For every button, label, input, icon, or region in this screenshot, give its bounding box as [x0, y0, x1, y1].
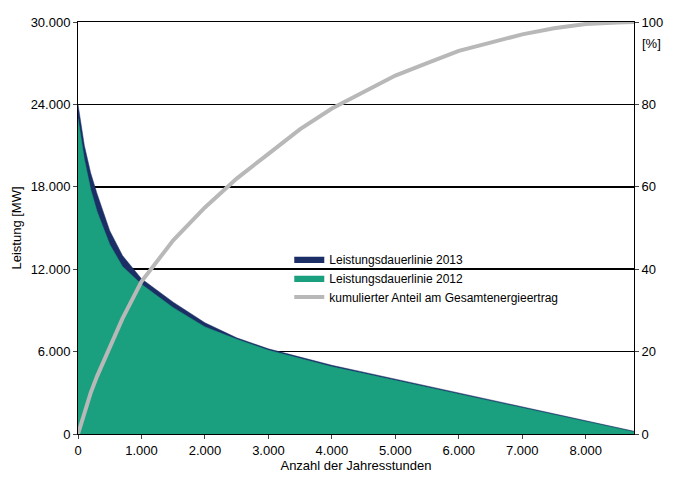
- svg-text:8.000: 8.000: [569, 443, 602, 458]
- svg-text:5.000: 5.000: [379, 443, 412, 458]
- svg-text:12.000: 12.000: [31, 262, 71, 277]
- svg-text:0: 0: [642, 427, 649, 442]
- svg-text:Leistung [MW]: Leistung [MW]: [9, 186, 24, 269]
- svg-text:[%]: [%]: [642, 36, 661, 51]
- svg-text:0: 0: [63, 427, 70, 442]
- svg-text:80: 80: [642, 97, 656, 112]
- svg-text:Leistungsdauerlinie 2012: Leistungsdauerlinie 2012: [329, 272, 463, 286]
- svg-text:40: 40: [642, 262, 656, 277]
- svg-text:6.000: 6.000: [443, 443, 476, 458]
- svg-text:1.000: 1.000: [125, 443, 158, 458]
- svg-text:0: 0: [74, 443, 81, 458]
- svg-text:20: 20: [642, 344, 656, 359]
- svg-text:2.000: 2.000: [189, 443, 222, 458]
- svg-text:24.000: 24.000: [31, 97, 71, 112]
- svg-text:30.000: 30.000: [31, 15, 71, 30]
- svg-text:6.000: 6.000: [38, 344, 71, 359]
- svg-text:4.000: 4.000: [316, 443, 349, 458]
- svg-text:18.000: 18.000: [31, 179, 71, 194]
- svg-text:60: 60: [642, 179, 656, 194]
- svg-text:Leistungsdauerlinie 2013: Leistungsdauerlinie 2013: [329, 253, 463, 267]
- svg-text:kumulierter Anteil am Gesamten: kumulierter Anteil am Gesamtenergieertra…: [329, 291, 558, 305]
- svg-text:3.000: 3.000: [252, 443, 285, 458]
- svg-text:100: 100: [642, 15, 664, 30]
- svg-text:Anzahl der Jahresstunden: Anzahl der Jahresstunden: [280, 458, 431, 473]
- svg-text:7.000: 7.000: [506, 443, 539, 458]
